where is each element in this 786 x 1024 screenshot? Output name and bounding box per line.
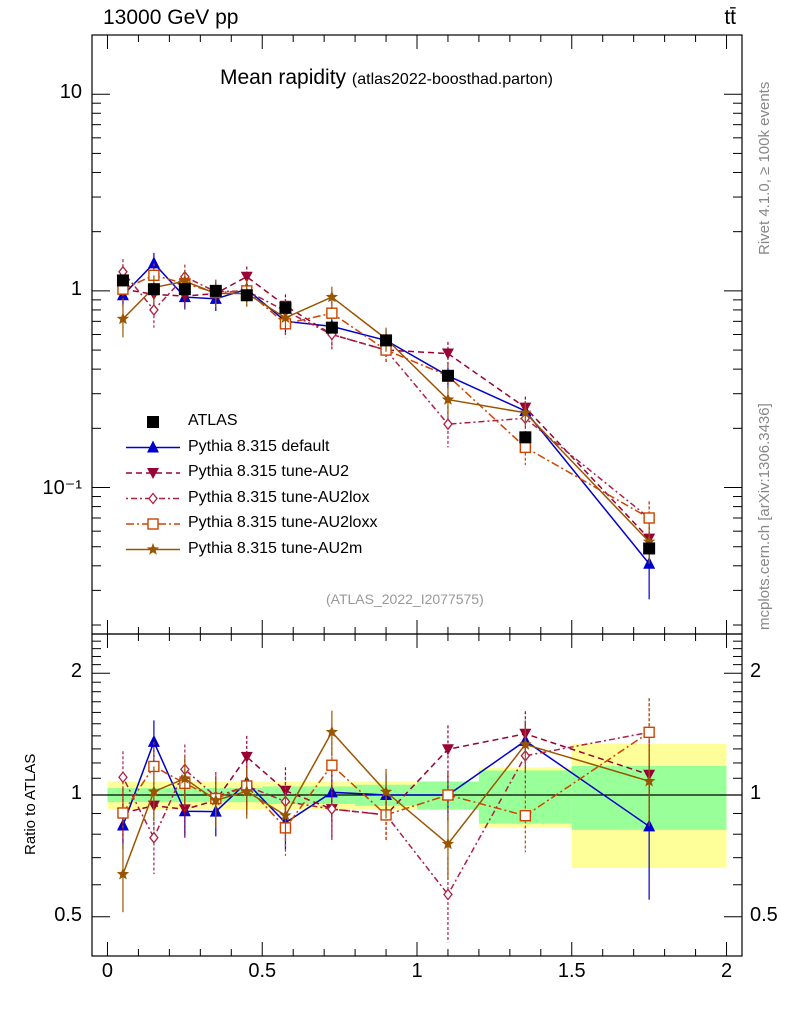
series-5-ratio-point xyxy=(116,867,130,880)
atlas-data-point xyxy=(279,301,292,314)
y-tick-label: 1 xyxy=(70,277,82,300)
atlas-data-point xyxy=(643,542,656,555)
series-4-line xyxy=(122,274,650,519)
series-5-point xyxy=(116,312,130,325)
series-1-point xyxy=(147,256,160,269)
series-4-ratio-point xyxy=(519,809,532,822)
legend-marker-2 xyxy=(147,468,159,479)
legend-marker-0 xyxy=(147,416,159,428)
series-2-ratio-line xyxy=(122,733,650,816)
series-2-ratio-point xyxy=(441,744,454,756)
plot-title: Mean rapidity (atlas2022-boosthad.parton… xyxy=(220,66,553,90)
series-4-ratio-point xyxy=(643,726,655,739)
series-2-ratio-point xyxy=(240,751,253,763)
series-3-point xyxy=(149,303,159,316)
x-tick-label: 0 xyxy=(101,960,114,982)
analysis-label: (ATLAS_2022_I2077575) xyxy=(326,591,484,607)
legend-marker-5 xyxy=(146,543,160,555)
x-tick-label: 0.5 xyxy=(248,960,277,982)
atlas-data-point xyxy=(116,274,129,287)
ratio-tick-label-right: 2 xyxy=(750,660,762,683)
series-5-ratio-point xyxy=(240,784,253,797)
series-3-point xyxy=(443,418,453,431)
series-5-ratio-point xyxy=(643,774,656,787)
legend-entry-4: Pythia 8.315 tune-AU2loxx xyxy=(188,514,378,531)
series-5-ratio-point xyxy=(178,772,191,784)
atlas-data-point xyxy=(147,283,160,296)
series-2-point xyxy=(240,271,253,283)
series-4-ratio-point xyxy=(326,759,338,771)
series-2-ratio-point xyxy=(279,785,292,797)
series-1-ratio-point xyxy=(147,734,160,747)
ratio-tick-label-left: 0.5 xyxy=(54,903,82,926)
series-4-point xyxy=(326,307,338,319)
series-4-point xyxy=(643,512,655,524)
ratio-tick-label-right: 0.5 xyxy=(750,903,778,926)
series-2-point xyxy=(441,348,454,360)
series-3-line xyxy=(122,271,650,519)
series-5-point xyxy=(441,393,455,405)
series-3-ratio-point xyxy=(118,771,128,784)
legend-entry-2: Pythia 8.315 tune-AU2 xyxy=(188,463,349,480)
series-4-ratio-point xyxy=(442,789,454,801)
series-2-line xyxy=(122,275,650,540)
atlas-data-point xyxy=(209,284,222,297)
legend-marker-1 xyxy=(147,440,159,453)
series-5-ratio-point xyxy=(441,837,455,850)
atlas-data-point xyxy=(240,289,253,302)
legend-entry-1: Pythia 8.315 default xyxy=(188,437,330,455)
atlas-data-point xyxy=(441,369,454,382)
atlas-data-point xyxy=(325,321,338,334)
series-5-ratio-point xyxy=(325,725,339,738)
series-5-ratio-point xyxy=(519,738,532,750)
atlas-data-point xyxy=(519,431,532,444)
y-tick-label: 10⁻¹ xyxy=(42,476,82,499)
plot-title-main: Mean rapidity xyxy=(220,66,347,89)
series-5-point xyxy=(325,290,339,303)
series-5-ratio-point xyxy=(279,808,292,821)
process-label: tt̄ xyxy=(724,6,736,29)
series-3-ratio-point xyxy=(443,888,453,901)
y-tick-label: 10 xyxy=(59,81,82,104)
series-3-ratio-point xyxy=(149,831,159,844)
collision-label: 13000 GeV pp xyxy=(103,6,239,29)
series-3-ratio-point xyxy=(327,803,337,816)
series-5-point xyxy=(643,535,656,547)
atlas-data-point xyxy=(380,334,393,347)
series-5-ratio-point xyxy=(209,793,222,806)
legend-entry-5: Pythia 8.315 tune-AU2m xyxy=(188,539,363,557)
series-5-point xyxy=(279,311,292,323)
ratio-tick-label-right: 1 xyxy=(750,782,762,804)
legend-marker-3 xyxy=(148,492,158,505)
series-5-point xyxy=(519,406,532,418)
legend-entry-0: ATLAS xyxy=(188,412,238,429)
series-5-ratio-point xyxy=(147,785,161,797)
plot-subtitle: (atlas2022-boosthad.parton) xyxy=(351,71,553,88)
x-tick-label: 1.5 xyxy=(557,960,586,982)
series-5-point xyxy=(178,274,191,287)
ratio-tick-label-left: 1 xyxy=(70,782,82,804)
x-tick-label: 2 xyxy=(720,960,733,982)
legend-marker-4 xyxy=(147,518,159,530)
series-4-point xyxy=(519,441,532,454)
series-4-ratio-line xyxy=(122,731,650,830)
series-4-ratio-point xyxy=(117,807,129,819)
legend-entry-3: Pythia 8.315 tune-AU2lox xyxy=(188,488,370,506)
x-tick-label: 1 xyxy=(411,960,423,982)
series-5-ratio-point xyxy=(379,785,393,798)
ratio-tick-label-left: 2 xyxy=(70,660,82,683)
series-5-group xyxy=(116,270,656,913)
atlas-data-point xyxy=(178,283,191,296)
